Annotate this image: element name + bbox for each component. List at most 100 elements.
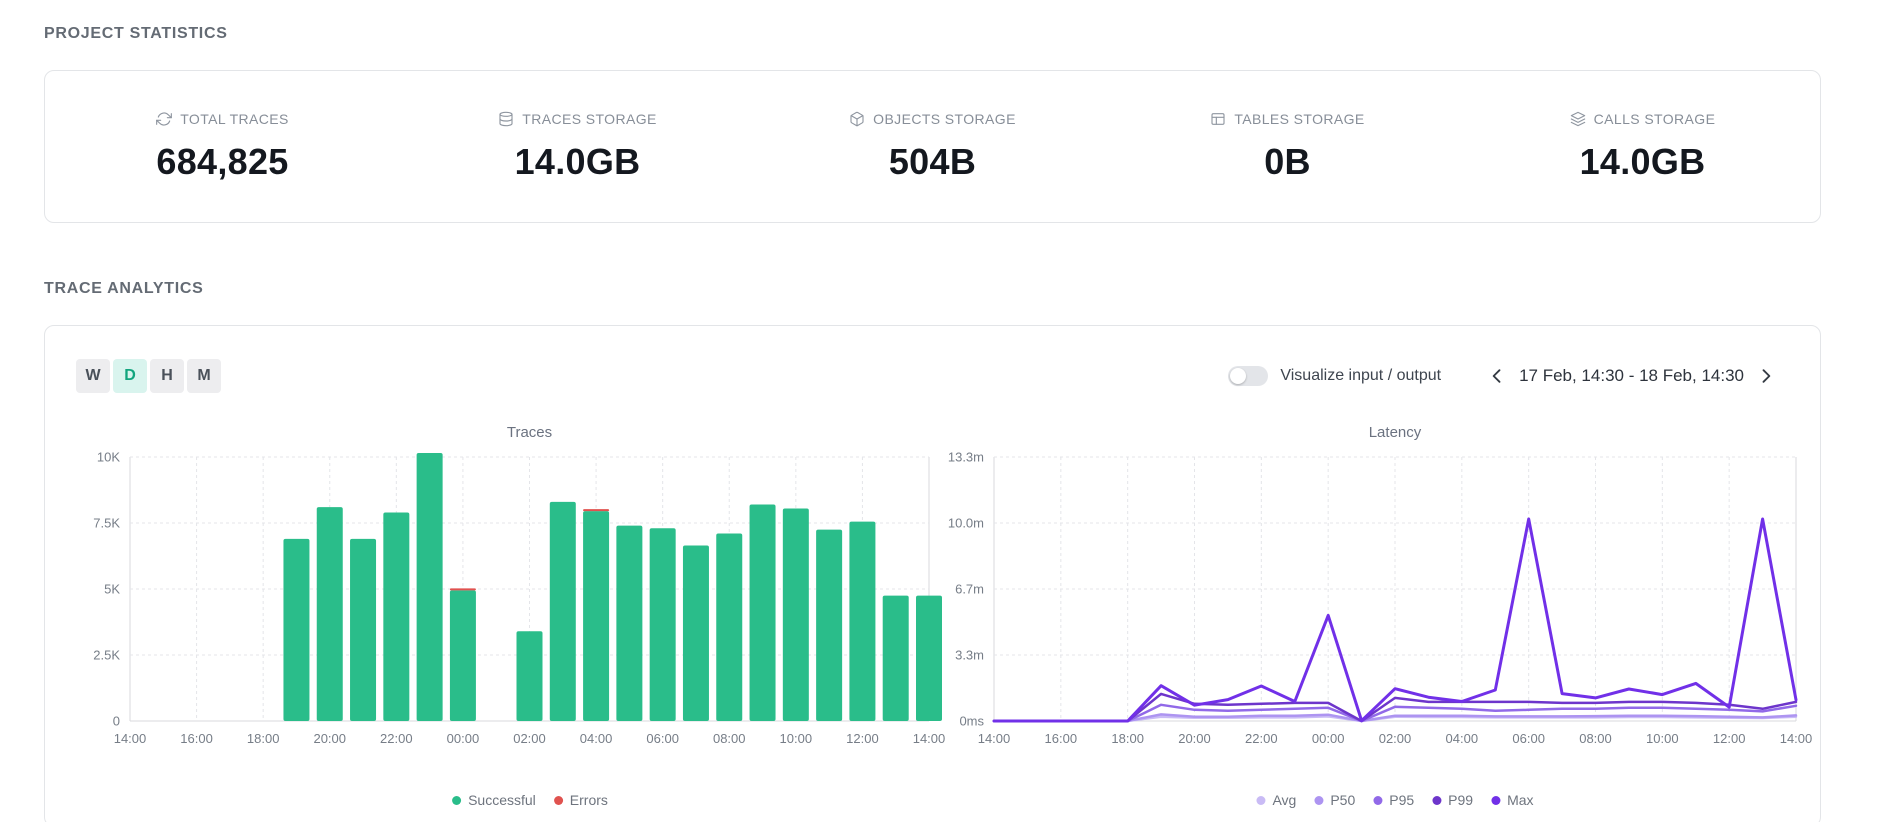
svg-text:00:00: 00:00 <box>447 731 480 746</box>
legend-dot <box>1373 795 1383 805</box>
granularity-button-h[interactable]: H <box>150 359 184 393</box>
svg-text:10:00: 10:00 <box>1646 731 1679 746</box>
granularity-button-d[interactable]: D <box>113 359 147 393</box>
stat-label-text: TOTAL TRACES <box>180 111 289 127</box>
stat-label: OBJECTS STORAGE <box>849 111 1016 127</box>
svg-text:0: 0 <box>113 714 120 729</box>
chevron-left-icon <box>1492 369 1501 383</box>
database-icon <box>499 111 513 127</box>
svg-text:16:00: 16:00 <box>180 731 213 746</box>
stat-label: TOTAL TRACES <box>156 111 289 127</box>
svg-text:5K: 5K <box>104 582 120 597</box>
charts-canvas: 14:00 16:00 18:00 20:00 22:00 00:00 02:00 04:00… <box>93 424 1813 746</box>
svg-text:06:00: 06:00 <box>646 731 679 746</box>
svg-text:Traces: Traces <box>507 424 552 441</box>
svg-text:16:00: 16:00 <box>1045 731 1078 746</box>
chevron-right-icon <box>1762 369 1771 383</box>
date-range-text: 17 Feb, 14:30 - 18 Feb, 14:30 <box>1519 366 1744 385</box>
legend-label: Avg <box>1272 792 1297 808</box>
legend-item-p50[interactable]: P50 <box>1314 792 1355 808</box>
stat-label-text: CALLS STORAGE <box>1593 111 1716 127</box>
stat-total-traces: TOTAL TRACES 684,825 <box>45 71 400 222</box>
svg-text:06:00: 06:00 <box>1512 731 1545 746</box>
svg-text:Latency: Latency <box>1369 424 1422 441</box>
svg-text:18:00: 18:00 <box>247 731 280 746</box>
svg-text:04:00: 04:00 <box>1446 731 1479 746</box>
legend-label: Errors <box>569 792 608 808</box>
legend-label: Max <box>1507 792 1534 808</box>
svg-text:00:00: 00:00 <box>1312 731 1345 746</box>
legend-item-p99[interactable]: P99 <box>1432 792 1473 808</box>
legend-dot <box>1256 795 1266 805</box>
project-statistics-heading: PROJECT STATISTICS <box>44 25 228 42</box>
visualize-io-toggle[interactable] <box>1228 366 1269 386</box>
svg-text:14:00: 14:00 <box>1780 731 1813 746</box>
svg-text:12:00: 12:00 <box>1713 731 1746 746</box>
svg-text:14:00: 14:00 <box>114 731 147 746</box>
svg-text:02:00: 02:00 <box>1379 731 1412 746</box>
svg-text:7.5K: 7.5K <box>93 516 120 531</box>
layers-icon <box>1570 111 1585 127</box>
stat-value: 14.0GB <box>514 141 641 182</box>
svg-text:10.0m: 10.0m <box>948 516 984 531</box>
svg-text:6.7m: 6.7m <box>955 582 984 597</box>
stat-value: 0B <box>1264 141 1311 182</box>
granularity-button-w[interactable]: W <box>76 359 110 393</box>
svg-text:22:00: 22:00 <box>1245 731 1278 746</box>
legend-item-max[interactable]: Max <box>1491 792 1534 808</box>
svg-text:10:00: 10:00 <box>780 731 813 746</box>
stat-label: TABLES STORAGE <box>1210 111 1364 127</box>
legend-dot <box>1432 795 1442 805</box>
svg-text:04:00: 04:00 <box>580 731 613 746</box>
svg-text:10K: 10K <box>97 450 120 465</box>
svg-text:14:00: 14:00 <box>978 731 1011 746</box>
legend-item-successful[interactable]: Successful <box>452 792 536 808</box>
legend-label: P99 <box>1448 792 1474 808</box>
latency-legend: Avg P50 P95 P99 Max <box>1256 792 1534 808</box>
cube-icon <box>850 111 864 127</box>
date-range-prev-button[interactable] <box>1485 364 1509 388</box>
chart-controls: Visualize input / output 17 Feb, 14:30 -… <box>1228 359 1778 393</box>
legend-label: Successful <box>468 792 536 808</box>
legend-item-errors[interactable]: Errors <box>553 792 608 808</box>
svg-text:3.3m: 3.3m <box>955 648 984 663</box>
legend-dot <box>553 795 563 805</box>
refresh-icon <box>156 112 173 126</box>
stat-tables-storage: TABLES STORAGE 0B <box>1110 71 1465 222</box>
date-range-next-button[interactable] <box>1754 364 1778 388</box>
svg-text:13.3m: 13.3m <box>948 450 984 465</box>
svg-text:08:00: 08:00 <box>1579 731 1612 746</box>
stat-label: TRACES STORAGE <box>498 111 656 127</box>
svg-text:14:00: 14:00 <box>913 731 946 746</box>
svg-text:12:00: 12:00 <box>846 731 879 746</box>
svg-text:08:00: 08:00 <box>713 731 746 746</box>
toggle-knob <box>1230 368 1247 384</box>
legend-dot <box>1314 795 1324 805</box>
stat-calls-storage: CALLS STORAGE 14.0GB <box>1465 71 1820 222</box>
granularity-button-m[interactable]: M <box>187 359 221 393</box>
stat-label-text: TRACES STORAGE <box>522 111 657 127</box>
table-icon <box>1211 113 1225 125</box>
svg-text:20:00: 20:00 <box>1178 731 1211 746</box>
stat-label-text: TABLES STORAGE <box>1234 111 1365 127</box>
svg-text:2.5K: 2.5K <box>93 648 120 663</box>
trace-analytics-heading: TRACE ANALYTICS <box>44 280 204 297</box>
svg-text:18:00: 18:00 <box>1111 731 1144 746</box>
svg-text:0ms: 0ms <box>959 714 984 729</box>
svg-text:20:00: 20:00 <box>313 731 346 746</box>
visualize-io-label: Visualize input / output <box>1280 367 1442 384</box>
stat-label: CALLS STORAGE <box>1570 111 1716 127</box>
project-statistics-card: TOTAL TRACES 684,825 TRACES STORAGE 14.0GB O… <box>44 70 1821 223</box>
legend-label: P50 <box>1330 792 1356 808</box>
legend-item-p95[interactable]: P95 <box>1373 792 1414 808</box>
stat-value: 14.0GB <box>1579 141 1706 182</box>
stat-label-text: OBJECTS STORAGE <box>873 111 1016 127</box>
stat-value: 504B <box>888 141 977 182</box>
stat-value: 684,825 <box>156 141 289 182</box>
legend-item-avg[interactable]: Avg <box>1256 792 1296 808</box>
legend-dot <box>452 795 462 805</box>
legend-dot <box>1491 795 1501 805</box>
